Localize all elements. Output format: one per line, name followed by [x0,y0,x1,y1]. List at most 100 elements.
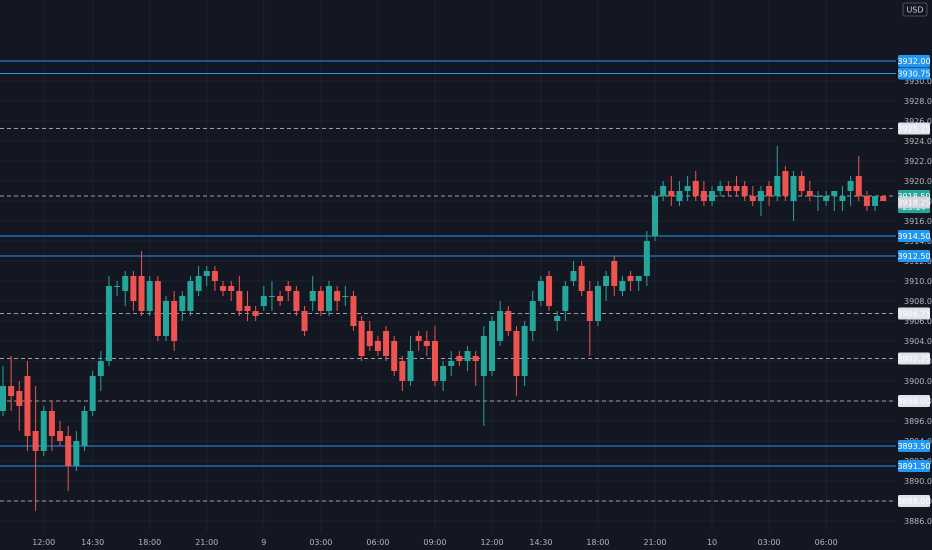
candle-down [358,316,365,361]
candle-body [431,341,438,381]
candle-down [546,271,553,311]
level-price-label: 3925.25 [897,125,930,134]
candle-down [505,306,512,336]
candle-body [643,241,650,276]
time-axis[interactable]: 12:00 14:30 18:00 21:00 9 03:00 06:00 09:00 12:0… [32,538,837,547]
time-tick-label: 06:00 [366,538,389,547]
candle-body [423,341,430,346]
candle-down [32,386,39,511]
candle-body [603,276,610,286]
horizontal-lines [0,60,896,502]
candle-body [301,311,308,331]
candle-up [268,281,275,311]
candle-up [537,276,544,306]
candle-down [277,291,284,306]
candle-body [252,311,259,316]
candle-body [24,376,31,436]
currency-label: USD [906,6,923,15]
level-price-badge [898,395,930,407]
candle-body [220,286,227,291]
candle-up [407,336,414,386]
candle-body [700,191,707,201]
level-price-label: 3893.50 [897,442,930,451]
candle-body [415,336,422,341]
candle-body [513,331,520,376]
price-tick-label: 3928.00 [904,97,932,106]
candle-down [138,251,145,316]
time-tick-label: 10 [707,538,717,547]
candle-body [717,186,724,191]
time-tick-label: 06:00 [815,538,838,547]
candle-body [611,261,618,286]
candle-down [700,181,707,206]
price-badges: 3932.003930.753925.253918.503914.503912.… [897,55,931,507]
candle-body [594,286,601,321]
price-axis[interactable] [896,0,932,550]
candle-down [293,286,300,316]
candle-body [146,281,153,311]
candle-down [766,181,773,206]
candle-up [179,291,186,321]
candle-down [513,326,520,396]
level-price-badge [898,55,930,67]
candle-down [236,276,243,316]
candle-body [749,196,756,201]
candle-body [89,376,96,411]
candle-body [326,286,332,311]
candle-body [65,436,72,466]
candle-down [692,171,699,201]
candle-up [872,196,879,211]
candle-body [195,276,202,291]
candle-up [480,326,487,426]
candle-down [16,381,23,431]
candle-up [497,301,504,346]
candle-body [505,311,512,331]
candle-down [383,326,390,361]
candle-body [32,431,39,451]
candle-down [211,266,218,291]
candle-down [456,351,463,366]
candle-body [277,296,284,301]
candle-body [203,271,210,276]
candle-body [81,411,88,446]
time-tick-label: 12:00 [480,538,503,547]
candle-body [73,441,80,466]
candle-body [676,191,683,201]
prev-close-label: 3918.25 [897,199,930,208]
candle-down [391,336,398,376]
candle-down [611,256,618,296]
candle-up [774,146,781,201]
candle-down [627,271,634,291]
candle-down [733,176,740,196]
candle-body [57,431,64,441]
candle-body [334,291,341,301]
candle-body [774,176,781,196]
candle-up [40,406,47,456]
candle-body [635,276,642,281]
candle-up [146,276,153,316]
level-price-badge [898,122,930,135]
candle-up [326,281,332,316]
candle-body [350,296,357,326]
candle-body [692,181,699,196]
candle-up [342,286,349,306]
candle-body [863,196,870,206]
candle-up [195,266,202,296]
candle-up [757,186,764,216]
time-tick-label: 03:00 [758,538,781,547]
time-tick-label: 03:00 [309,538,332,547]
candle-body [684,186,691,191]
time-tick-label: 21:00 [195,538,218,547]
candle-up [635,276,642,291]
price-tick-label: 3924.00 [904,137,932,146]
candle-body [806,191,813,196]
candle-up [0,366,6,416]
candle-down [350,291,357,331]
candle-down [252,306,259,321]
time-tick-label: 21:00 [643,538,666,547]
candle-body [757,191,764,201]
price-tick-label: 3916.00 [904,217,932,226]
currency-badge[interactable]: USD [902,2,928,17]
